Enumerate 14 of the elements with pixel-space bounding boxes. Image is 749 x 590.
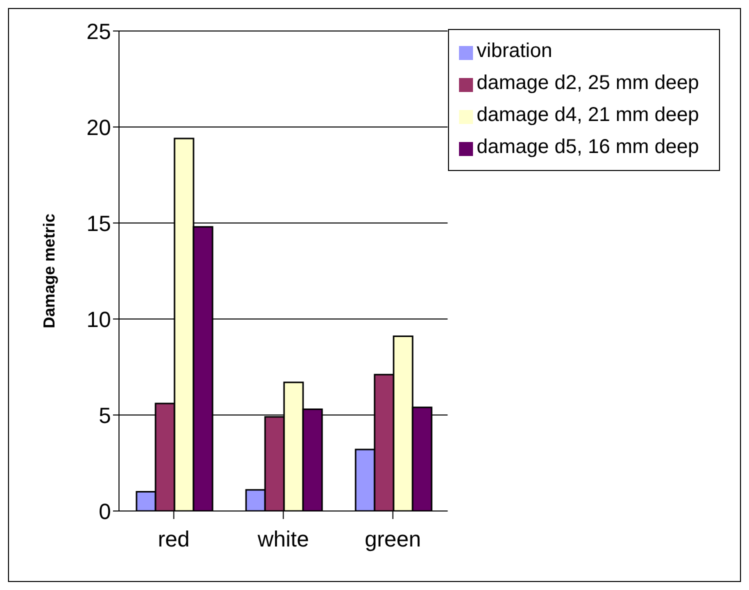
y-axis-title: Damage metric (42, 214, 59, 328)
x-tick-label: white (256, 526, 309, 552)
y-tick-label: 15 (86, 210, 111, 236)
x-tick-label: red (158, 526, 190, 552)
y-tick-label: 25 (86, 18, 111, 44)
legend-label: damage d5, 16 mm deep (476, 136, 699, 158)
y-tick-label: 5 (98, 402, 111, 428)
y-tick-label: 0 (98, 498, 111, 524)
legend-label: vibration (476, 40, 552, 62)
legend-label: damage d4, 21 mm deep (476, 104, 699, 126)
legend-label: damage d2, 25 mm deep (476, 72, 699, 94)
y-tick-label: 20 (86, 114, 111, 140)
y-tick-label: 10 (86, 306, 111, 332)
x-tick-label: green (364, 526, 421, 552)
